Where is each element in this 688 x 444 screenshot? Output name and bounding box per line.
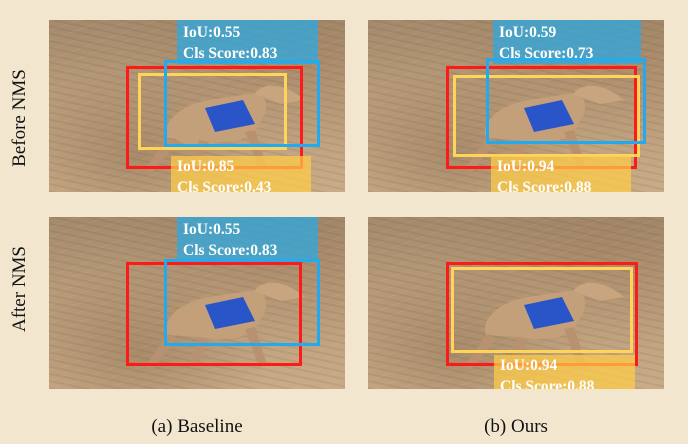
blue-box-label: IoU:0.59 Cls Score:0.73 xyxy=(493,20,641,64)
cls-score-text: Cls Score:0.83 xyxy=(183,45,278,62)
panel-ours-after-nms: IoU:0.94 Cls Score:0.88 xyxy=(368,217,664,389)
dog-image xyxy=(464,85,624,172)
yellow-box xyxy=(451,267,633,353)
iou-text: IoU:0.59 xyxy=(499,24,557,41)
iou-text: IoU:0.94 xyxy=(497,158,555,175)
caption-ours: (b) Ours xyxy=(484,416,548,437)
blue-box-label: IoU:0.55 Cls Score:0.83 xyxy=(177,217,318,261)
cls-score-text: Cls Score:0.43 xyxy=(177,179,272,192)
yellow-box-label: IoU:0.85 Cls Score:0.43 xyxy=(171,156,311,192)
red-box xyxy=(126,262,302,366)
blue-box xyxy=(164,60,320,147)
cls-score-text: Cls Score:0.88 xyxy=(497,179,592,192)
caption-baseline: (a) Baseline xyxy=(151,416,243,437)
cls-score-text: Cls Score:0.83 xyxy=(183,242,278,259)
blue-box xyxy=(486,58,646,144)
row-label-before-nms: Before NMS xyxy=(9,69,30,167)
iou-text: IoU:0.94 xyxy=(500,357,558,374)
iou-text: IoU:0.55 xyxy=(183,24,241,41)
yellow-box-label: IoU:0.94 Cls Score:0.88 xyxy=(491,156,631,192)
blue-box xyxy=(164,259,320,346)
panel-baseline-after-nms: IoU:0.55 Cls Score:0.83 xyxy=(49,217,345,389)
panel-ours-before-nms: IoU:0.59 Cls Score:0.73 IoU:0.94 Cls Sco… xyxy=(368,20,664,192)
iou-text: IoU:0.55 xyxy=(183,221,241,238)
cls-score-text: Cls Score:0.88 xyxy=(500,378,595,389)
row-label-after-nms: After NMS xyxy=(9,245,30,333)
blue-box-label: IoU:0.55 Cls Score:0.83 xyxy=(177,20,318,64)
yellow-box xyxy=(138,73,287,150)
yellow-box xyxy=(453,75,640,157)
iou-text: IoU:0.85 xyxy=(177,158,235,175)
panel-baseline-before-nms: IoU:0.55 Cls Score:0.83 IoU:0.85 Cls Sco… xyxy=(49,20,345,192)
dog-image xyxy=(145,85,305,172)
yellow-box-label: IoU:0.94 Cls Score:0.88 xyxy=(494,355,635,389)
cls-score-text: Cls Score:0.73 xyxy=(499,45,594,62)
